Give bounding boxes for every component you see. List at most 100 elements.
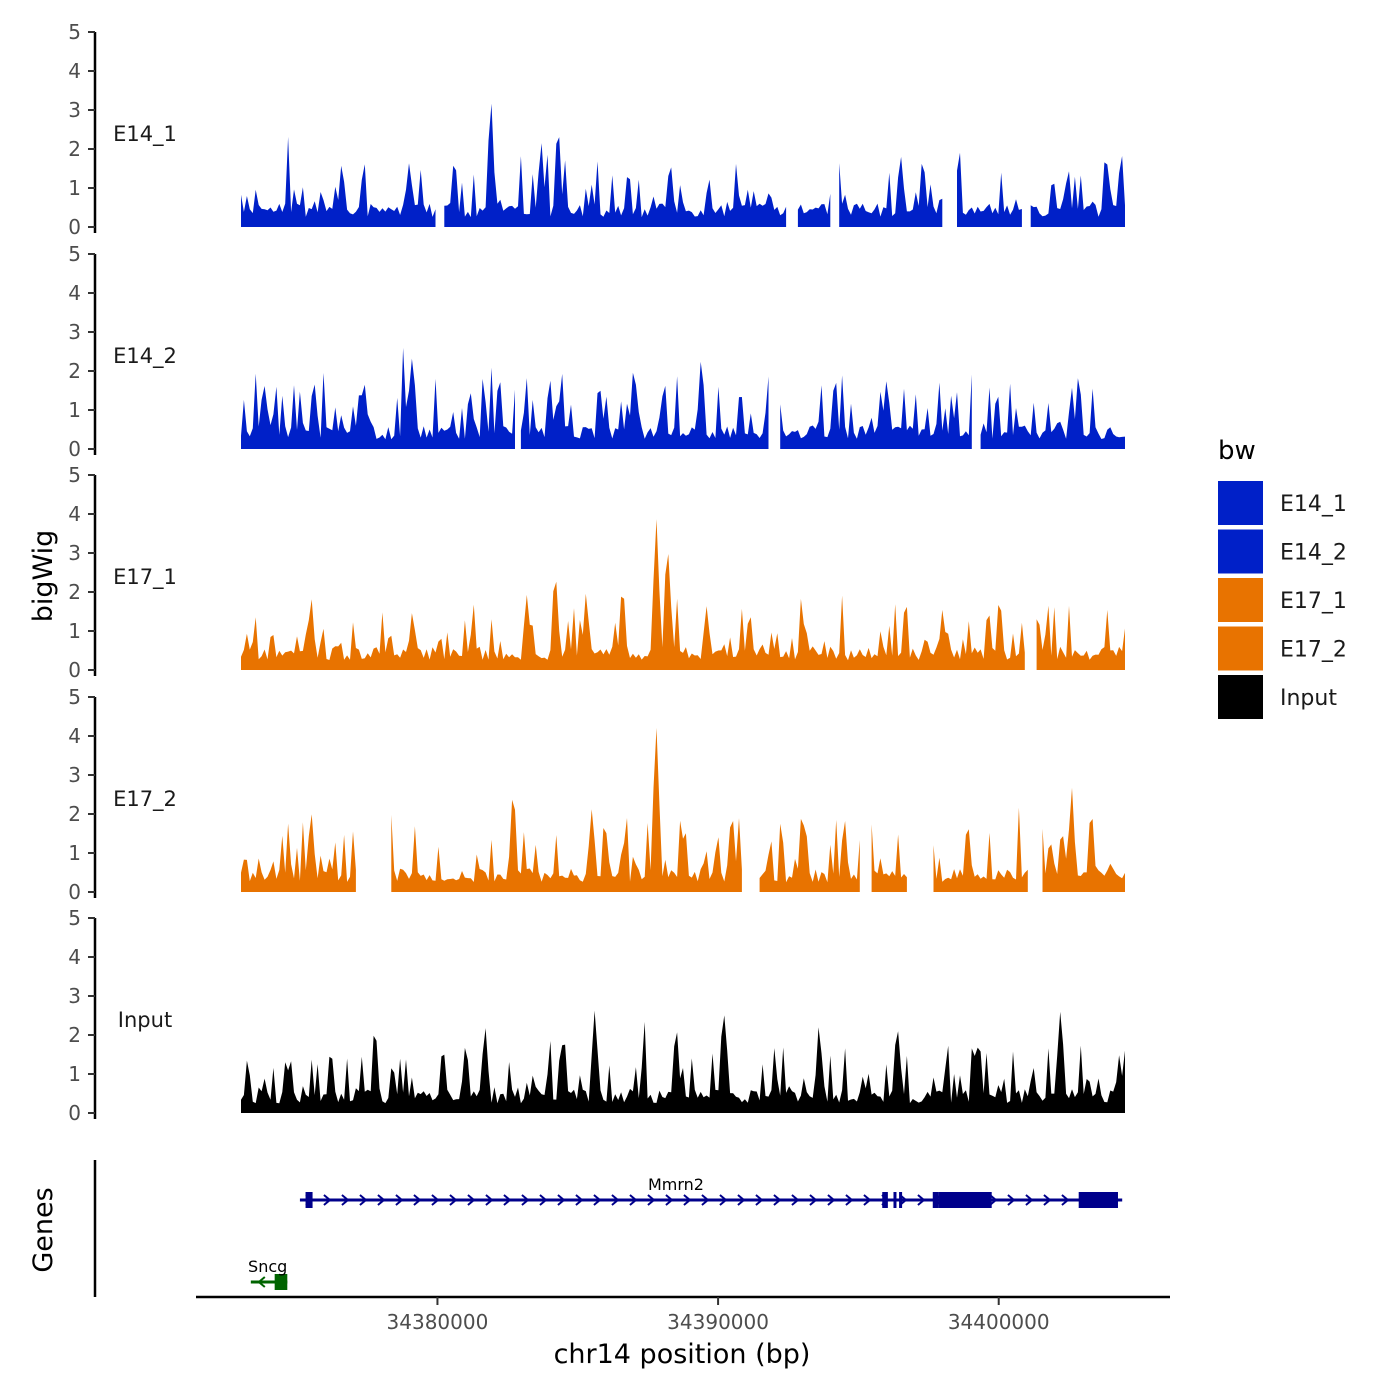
gene-exon: [305, 1192, 313, 1208]
y-tick-label: 1: [68, 398, 81, 422]
strand-chevron: [1043, 1194, 1052, 1206]
y-tick-label: 4: [68, 502, 81, 526]
x-tick-label: 34390000: [667, 1310, 769, 1334]
y-tick-label: 5: [68, 906, 81, 930]
y-axis-title: bigWig: [28, 530, 59, 623]
y-tick-label: 2: [68, 1023, 81, 1047]
strand-chevron: [521, 1194, 530, 1206]
strand-chevron: [737, 1194, 746, 1206]
y-tick-label: 3: [68, 320, 81, 344]
y-tick-label: 5: [68, 685, 81, 709]
legend-swatch-E17_1: [1218, 578, 1263, 622]
y-tick-label: 3: [68, 763, 81, 787]
legend-label: E17_2: [1280, 638, 1347, 663]
track-label: E17_2: [113, 787, 177, 812]
x-tick-label: 34400000: [948, 1310, 1050, 1334]
y-tick-label: 4: [68, 945, 81, 969]
coverage-area-E17_2: [241, 727, 1125, 892]
strand-chevron: [845, 1194, 854, 1206]
y-tick-label: 3: [68, 984, 81, 1008]
strand-chevron: [1061, 1194, 1070, 1206]
strand-chevron: [791, 1194, 800, 1206]
y-tick-label: 5: [68, 242, 81, 266]
legend-label: E14_1: [1280, 492, 1347, 517]
strand-chevron: [629, 1194, 638, 1206]
gene-exon: [893, 1192, 897, 1208]
y-tick-label: 0: [68, 437, 81, 461]
strand-chevron: [575, 1194, 584, 1206]
track-E14_2: 0 1 2 3 4 5 E14_2: [68, 242, 1125, 461]
x-axis-title: chr14 position (bp): [554, 1339, 811, 1370]
coverage-area-Input: [241, 1010, 1125, 1113]
strand-chevron: [449, 1194, 458, 1206]
strand-chevron: [809, 1194, 818, 1206]
gene-label: Sncg: [248, 1257, 287, 1276]
legend-label: E17_1: [1280, 589, 1347, 614]
track-label: Input: [118, 1008, 172, 1032]
gene-label: Mmrn2: [648, 1175, 704, 1194]
y-tick-label: 1: [68, 841, 81, 865]
gene-exon: [932, 1192, 939, 1208]
gene-exon: [882, 1192, 888, 1208]
strand-chevron: [323, 1194, 332, 1206]
coverage-area-E17_1: [241, 519, 1125, 670]
strand-chevron: [1025, 1194, 1034, 1206]
strand-chevron: [257, 1276, 266, 1288]
gene-exon: [1078, 1192, 1118, 1208]
legend-swatch-Input: [1218, 675, 1263, 719]
strand-chevron: [467, 1194, 476, 1206]
strand-chevron: [827, 1194, 836, 1206]
legend-swatch-E14_1: [1218, 481, 1263, 525]
gene-Sncg: Sncg: [248, 1257, 288, 1290]
genes-panel: Mmrn2 Sncg: [93, 1160, 1123, 1297]
gene-exon: [274, 1274, 288, 1290]
y-tick-label: 1: [68, 1062, 81, 1086]
track-E17_2: 0 1 2 3 4 5 E17_2: [68, 685, 1125, 904]
strand-chevron: [755, 1194, 764, 1206]
y-tick-label: 3: [68, 98, 81, 122]
gene-Mmrn2: Mmrn2: [299, 1175, 1123, 1208]
coverage-tracks: 0 1 2 3 4 5 E14_1 0 1 2 3 4 5 E14_2 0 1 2 3 4 5 E17_1 0 1 2 3 4 5 E…: [68, 20, 1125, 1125]
y-tick-label: 2: [68, 580, 81, 604]
y-tick-label: 4: [68, 59, 81, 83]
strand-chevron: [341, 1194, 350, 1206]
strand-chevron: [413, 1194, 422, 1206]
y-tick-label: 1: [68, 176, 81, 200]
gene-exon: [938, 1192, 992, 1208]
strand-chevron: [1007, 1194, 1016, 1206]
track-label: E14_1: [113, 122, 177, 147]
strand-chevron: [503, 1194, 512, 1206]
strand-chevron: [917, 1194, 926, 1206]
track-E17_1: 0 1 2 3 4 5 E17_1: [68, 463, 1125, 682]
strand-chevron: [773, 1194, 782, 1206]
y-tick-label: 0: [68, 658, 81, 682]
legend-title: bw: [1218, 436, 1256, 466]
strand-chevron: [593, 1194, 602, 1206]
y-tick-label: 5: [68, 463, 81, 487]
strand-chevron: [557, 1194, 566, 1206]
strand-chevron: [665, 1194, 674, 1206]
gene-exon: [899, 1192, 903, 1208]
strand-chevron: [611, 1194, 620, 1206]
track-Input: 0 1 2 3 4 5 Input: [68, 906, 1125, 1125]
y-tick-label: 4: [68, 724, 81, 748]
strand-chevron: [863, 1194, 872, 1206]
strand-chevron: [377, 1194, 386, 1206]
legend-swatch-E14_2: [1218, 529, 1263, 574]
strand-chevron: [989, 1194, 998, 1206]
y-tick-label: 2: [68, 359, 81, 383]
strand-chevron: [359, 1194, 368, 1206]
track-label: E14_2: [113, 344, 177, 369]
x-tick-label: 34380000: [387, 1310, 489, 1334]
strand-chevron: [683, 1194, 692, 1206]
y-tick-label: 4: [68, 281, 81, 305]
y-tick-label: 2: [68, 137, 81, 161]
legend-swatch-E17_2: [1218, 626, 1263, 671]
y-tick-label: 0: [68, 215, 81, 239]
y-tick-label: 3: [68, 541, 81, 565]
coverage-area-E14_2: [241, 347, 1125, 449]
strand-chevron: [719, 1194, 728, 1206]
genes-axis-title: Genes: [28, 1187, 59, 1272]
coverage-area-E14_1: [241, 103, 1125, 227]
